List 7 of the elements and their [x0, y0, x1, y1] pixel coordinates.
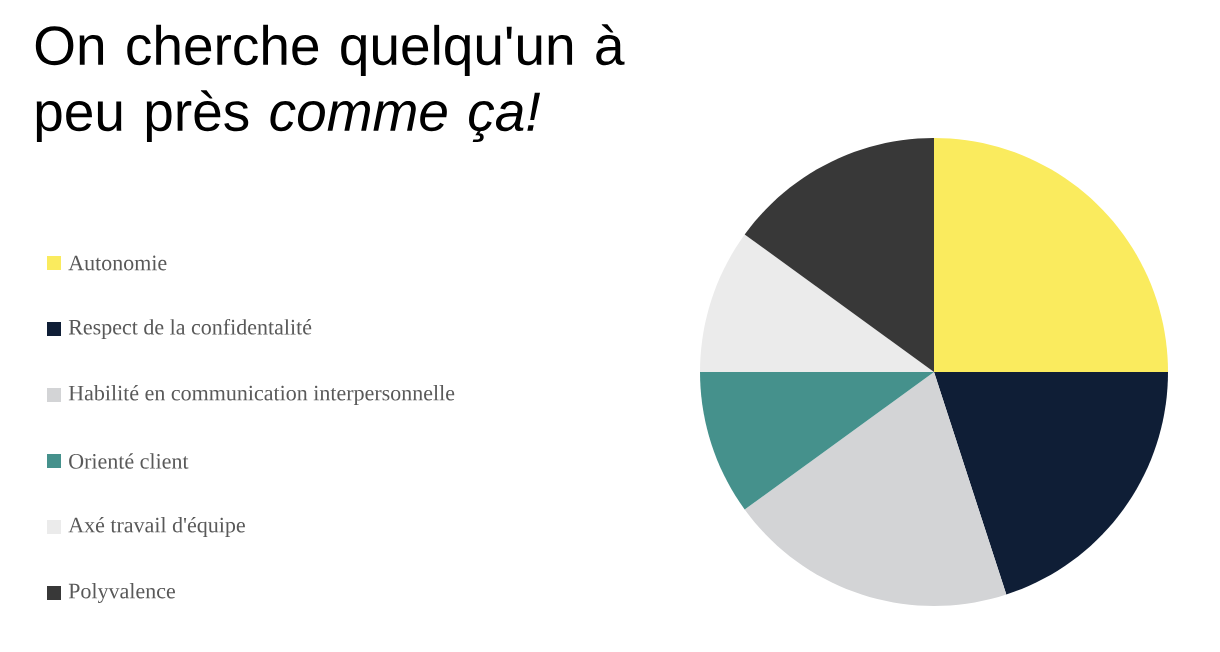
legend-label: Orienté client [69, 453, 189, 469]
legend-label: Respect de la confidentalité [68, 318, 312, 340]
legend-label: Axé travail d'équipe [68, 516, 245, 537]
legend-label: Habilité en communication interpersonnelle [68, 384, 455, 405]
chart-title: On cherche quelqu'un à peu près comme ça! [35, 24, 625, 143]
legend-label: Polyvalence [68, 582, 175, 603]
legend-label: Autonomie [68, 255, 167, 271]
